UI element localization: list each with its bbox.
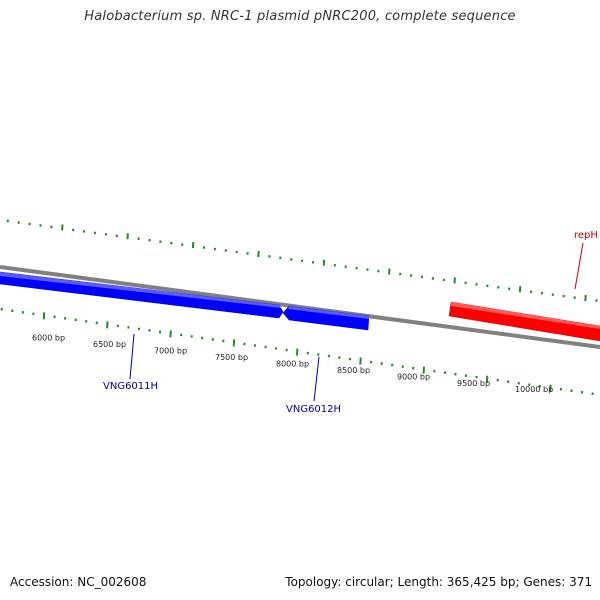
scale-label: 7500 bp — [215, 353, 248, 362]
gene-label-vng6012h[interactable]: VNG6012H — [286, 404, 341, 415]
accession-text: Accession: NC_002608 — [10, 575, 147, 589]
gene-arrow-vng6012h-highlight — [288, 306, 369, 319]
gene-label-reph[interactable]: repH — [574, 230, 598, 241]
scale-label: 9500 bp — [457, 379, 490, 388]
scale-label: 6500 bp — [93, 340, 126, 349]
map-title: Halobacterium sp. NRC-1 plasmid pNRC200,… — [84, 9, 516, 24]
scale-label-group: 6000 bp 6500 bp 7000 bp 7500 bp 8000 bp 8500 … — [32, 333, 553, 394]
scale-label: 10000 bp — [515, 385, 553, 394]
scale-label: 7000 bp — [154, 346, 187, 355]
gene-arrow-reph-highlight — [451, 302, 600, 329]
leader-line-vng6012h — [313, 356, 320, 402]
scale-label: 9000 bp — [397, 372, 430, 381]
scale-label: 8000 bp — [276, 360, 309, 369]
gene-label-vng6011h[interactable]: VNG6011H — [103, 381, 158, 392]
backbone-track — [0, 265, 600, 349]
leader-line-reph — [574, 242, 584, 290]
outer-tick-track — [6, 219, 598, 302]
leader-line-vng6011h — [129, 333, 135, 380]
scale-label: 6000 bp — [32, 333, 65, 342]
topology-summary-text: Topology: circular; Length: 365,425 bp; … — [285, 575, 592, 589]
gene-arrow-vng6011h-highlight — [0, 272, 281, 308]
scale-label: 8500 bp — [337, 366, 370, 375]
inner-tick-track — [0, 307, 594, 396]
